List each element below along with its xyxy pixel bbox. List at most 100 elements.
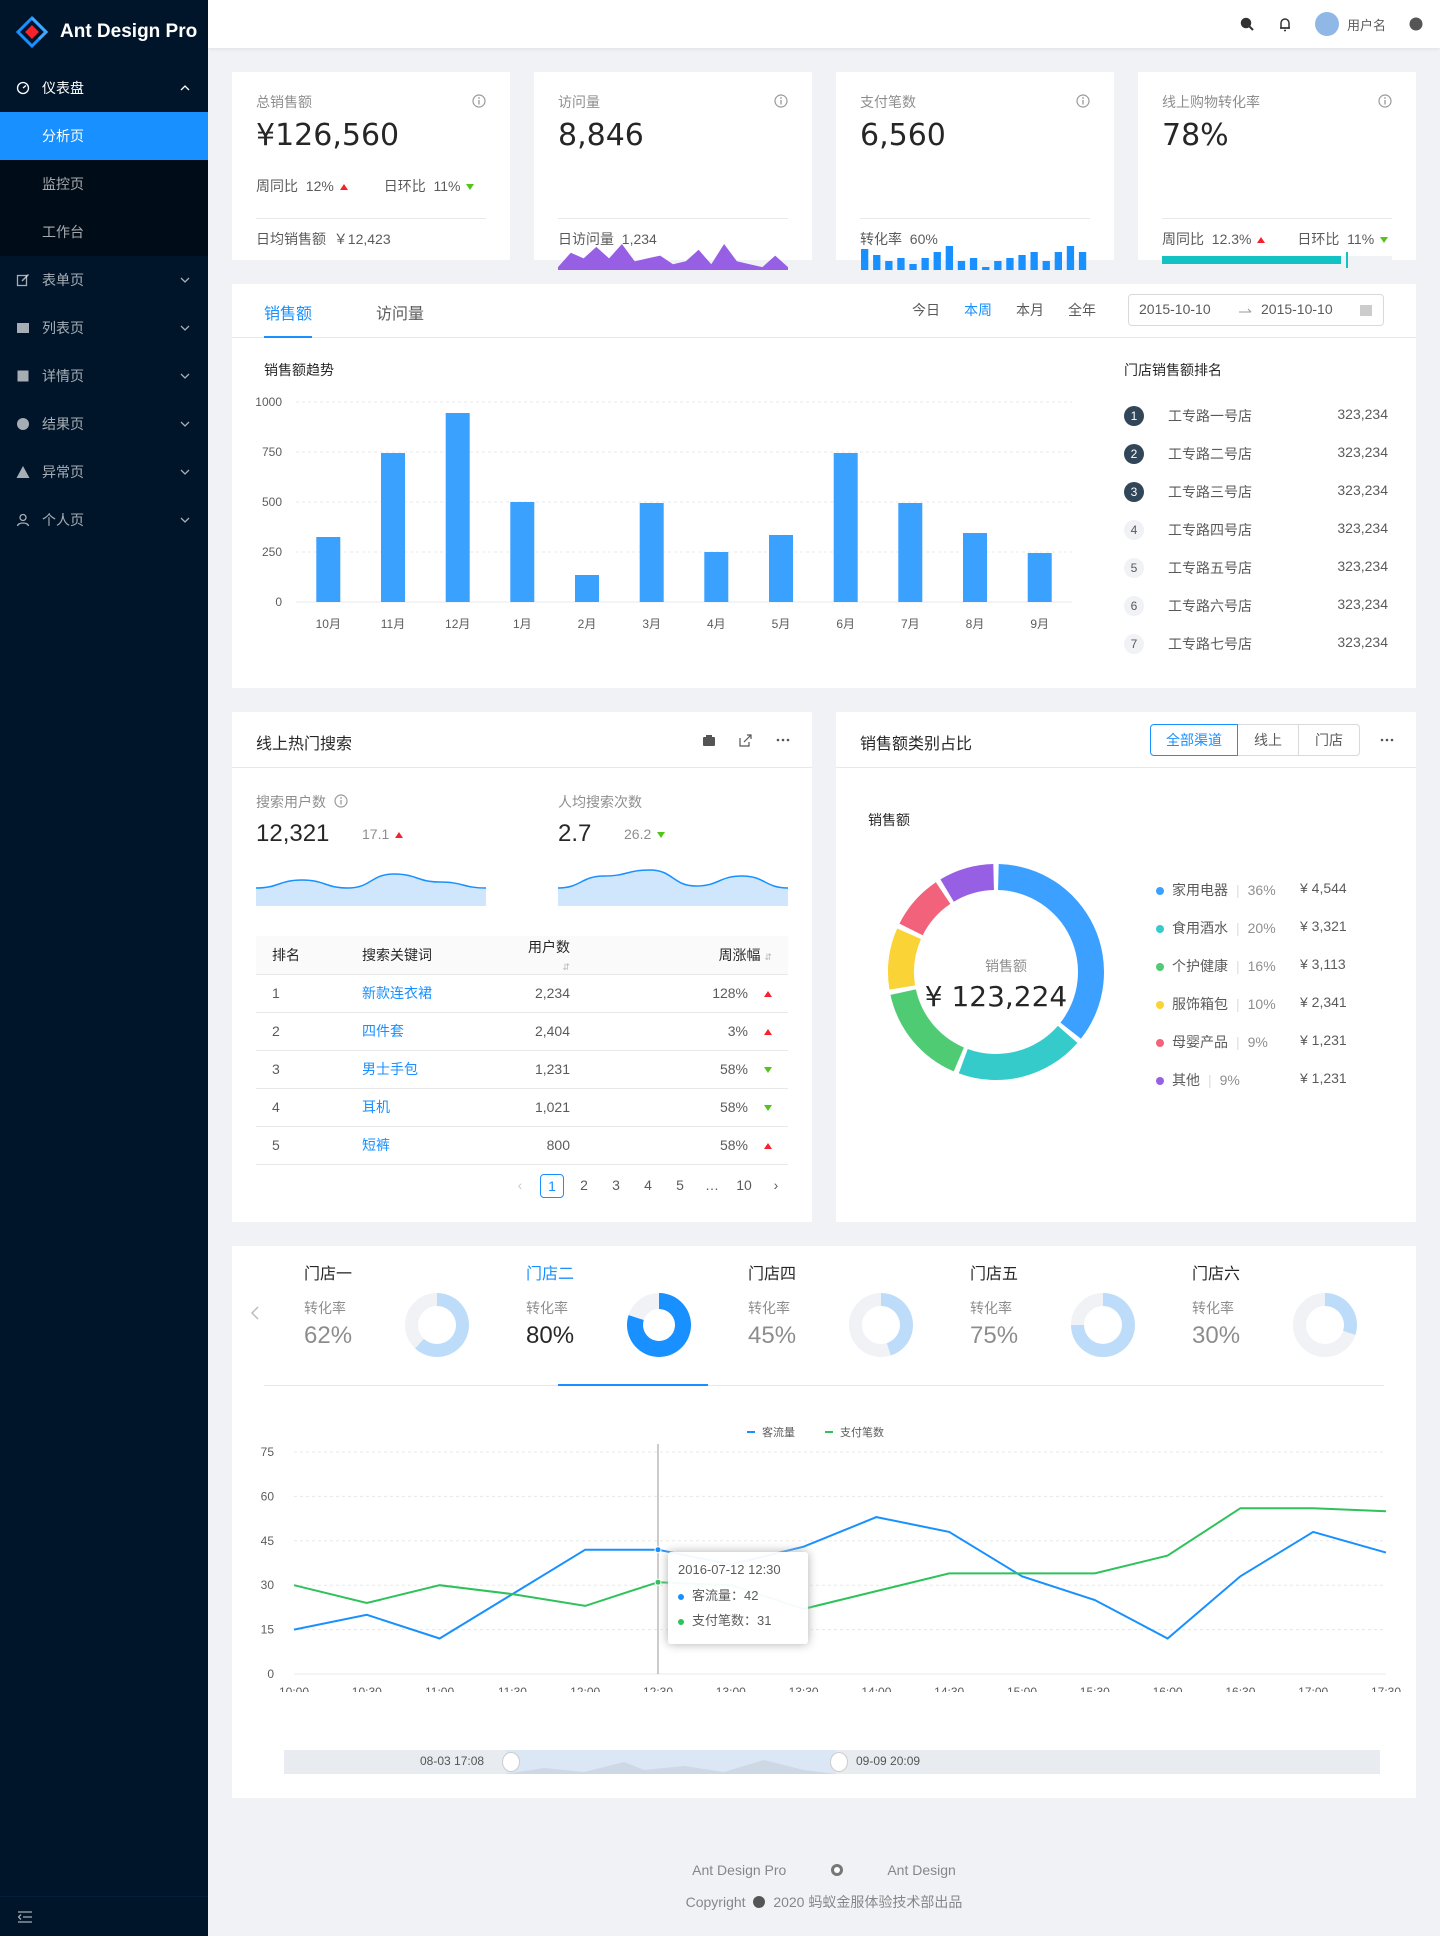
conversion-target-marker <box>1346 252 1348 268</box>
pagination-item[interactable]: 1 <box>540 1174 564 1198</box>
col-count[interactable]: 用户数 ⇵ <box>506 936 586 975</box>
store-tab[interactable]: 门店一 转化率 62% <box>264 1246 486 1386</box>
col-range[interactable]: 周涨幅 ⇵ <box>586 936 788 975</box>
pagination-item[interactable]: 3 <box>612 1177 620 1193</box>
chevron-left-icon[interactable] <box>250 1306 260 1320</box>
table-row: 5 短裤 800 58% <box>256 1126 788 1165</box>
segment-all-channels[interactable]: 全部渠道 <box>1150 724 1238 756</box>
range-month[interactable]: 本月 <box>1016 302 1044 318</box>
menu-exception[interactable]: 异常页 <box>0 448 208 496</box>
more-icon[interactable] <box>776 738 790 742</box>
keyword-link[interactable]: 新款连衣裙 <box>362 985 432 1001</box>
store-name: 工专路七号店 <box>1168 636 1252 652</box>
cell-count: 1,021 <box>506 1088 586 1127</box>
rank-badge: 7 <box>1124 634 1144 654</box>
info-circle-icon[interactable] <box>472 94 486 108</box>
pagination-item[interactable]: 4 <box>644 1177 652 1193</box>
menu-list[interactable]: 列表页 <box>0 304 208 352</box>
store-tab[interactable]: 门店四 转化率 45% <box>708 1246 930 1386</box>
avg-search-change-value: 26.2 <box>624 826 652 842</box>
tooltip-title: 2016-07-12 12:30 <box>678 1562 781 1577</box>
segment-online[interactable]: 线上 <box>1237 724 1299 756</box>
store-tab[interactable]: 门店五 转化率 75% <box>930 1246 1152 1386</box>
payment-bar <box>873 255 881 270</box>
menu-dashboard[interactable]: 仪表盘 <box>0 64 208 112</box>
series-line <box>293 1507 1387 1610</box>
menu-account[interactable]: 个人页 <box>0 496 208 544</box>
menu-result[interactable]: 结果页 <box>0 400 208 448</box>
conversion-progress-fill <box>1162 256 1342 264</box>
share-icon[interactable] <box>738 734 752 747</box>
notification-button[interactable] <box>1277 16 1293 32</box>
search-button[interactable] <box>1239 16 1255 32</box>
slider-start-handle[interactable] <box>502 1752 520 1772</box>
range-year[interactable]: 全年 <box>1068 302 1096 318</box>
store-tab[interactable]: 门店六 转化率 30% <box>1152 1246 1374 1386</box>
pagination-prev[interactable]: ‹ <box>517 1177 523 1193</box>
copyright-icon <box>753 1896 766 1908</box>
x-tick-label: 6月 <box>836 617 855 631</box>
menu-profile[interactable]: 详情页 <box>0 352 208 400</box>
language-button[interactable] <box>1408 16 1424 32</box>
legend-item[interactable]: 个护健康 | 16% ¥ 3,113 <box>1156 956 1396 976</box>
store-conversion-pie <box>405 1293 469 1357</box>
legend-item[interactable]: 食用酒水 | 20% ¥ 3,321 <box>1156 918 1396 938</box>
pagination-item[interactable]: … <box>705 1177 719 1193</box>
table-row: 2 四件套 2,404 3% <box>256 1012 788 1051</box>
keyword-link[interactable]: 耳机 <box>362 1099 390 1115</box>
legend-amount: ¥ 3,113 <box>1300 956 1346 972</box>
range-week[interactable]: 本周 <box>964 302 992 318</box>
info-circle-icon[interactable] <box>774 94 788 108</box>
info-circle-icon[interactable] <box>334 794 348 808</box>
collapse-sidebar-button[interactable] <box>0 1896 208 1936</box>
keyword-link[interactable]: 男士手包 <box>362 1061 418 1077</box>
date-start[interactable]: 2015-10-10 <box>1139 301 1211 317</box>
info-circle-icon[interactable] <box>1076 94 1090 108</box>
pagination-item[interactable]: 10 <box>736 1177 752 1193</box>
user-menu[interactable]: 用户名 <box>1314 12 1386 36</box>
store-sales: 323,234 <box>1337 596 1388 612</box>
slider-end-handle[interactable] <box>830 1752 848 1772</box>
footer-link-pro[interactable]: Ant Design Pro <box>692 1862 787 1878</box>
range-value: 3% <box>727 1023 748 1039</box>
legend-label: 母婴产品 <box>1172 1034 1228 1050</box>
daily-visits-label: 日访问量 <box>558 231 614 247</box>
payment-bar <box>969 258 978 270</box>
date-end[interactable]: 2015-10-10 <box>1261 301 1333 317</box>
tab-sales[interactable]: 销售额 <box>264 306 313 323</box>
chevron-down-icon <box>180 325 190 331</box>
legend-item[interactable]: 母婴产品 | 9% ¥ 1,231 <box>1156 1032 1396 1052</box>
legend-item[interactable]: 其他 | 9% ¥ 1,231 <box>1156 1070 1396 1090</box>
col-keyword: 搜索关键词 <box>346 936 506 975</box>
camera-icon[interactable] <box>702 734 716 747</box>
category-title: 销售额类别占比 <box>860 736 973 753</box>
menu-form[interactable]: 表单页 <box>0 256 208 304</box>
legend-item[interactable]: 服饰箱包 | 10% ¥ 2,341 <box>1156 994 1396 1014</box>
tab-visits[interactable]: 访问量 <box>376 306 425 323</box>
more-icon[interactable] <box>1380 738 1394 742</box>
logo[interactable]: Ant Design Pro <box>0 0 208 64</box>
menu-workplace[interactable]: 工作台 <box>42 224 84 240</box>
pagination-item[interactable]: 2 <box>580 1177 588 1193</box>
menu-monitor[interactable]: 监控页 <box>42 176 84 192</box>
sort-icon: ⇵ <box>562 961 570 972</box>
time-range-slider[interactable]: 08-03 17:08 09-09 20:09 <box>284 1750 1380 1774</box>
keyword-link[interactable]: 四件套 <box>362 1023 404 1039</box>
menu-analysis[interactable]: 分析页 <box>0 112 208 160</box>
traffic-line-chart: 0 15 30 45 60 75 10:00 10:30 11:00 11:30 12:00 12:3… <box>261 1425 1402 1692</box>
range-today[interactable]: 今日 <box>912 302 940 318</box>
store-tab-rate: 62% <box>304 1322 353 1349</box>
legend-item[interactable]: 家用电器 | 36% ¥ 4,544 <box>1156 880 1396 900</box>
pagination-next[interactable]: › <box>773 1177 779 1193</box>
daily-sales-label: 日均销售额 <box>256 231 326 247</box>
pagination-item[interactable]: 5 <box>676 1177 684 1193</box>
crosshair-point <box>654 1546 662 1554</box>
keyword-link[interactable]: 短裤 <box>362 1137 390 1153</box>
date-range-picker[interactable]: 2015-10-10 2015-10-10 <box>1128 294 1384 326</box>
store-tab[interactable]: 门店二 转化率 80% <box>486 1246 708 1386</box>
segment-stores[interactable]: 门店 <box>1298 724 1360 756</box>
info-circle-icon[interactable] <box>1378 94 1392 108</box>
github-icon[interactable] <box>830 1863 844 1877</box>
footer-link-antd[interactable]: Ant Design <box>887 1862 956 1878</box>
x-tick-label: 10:00 <box>279 1685 309 1692</box>
